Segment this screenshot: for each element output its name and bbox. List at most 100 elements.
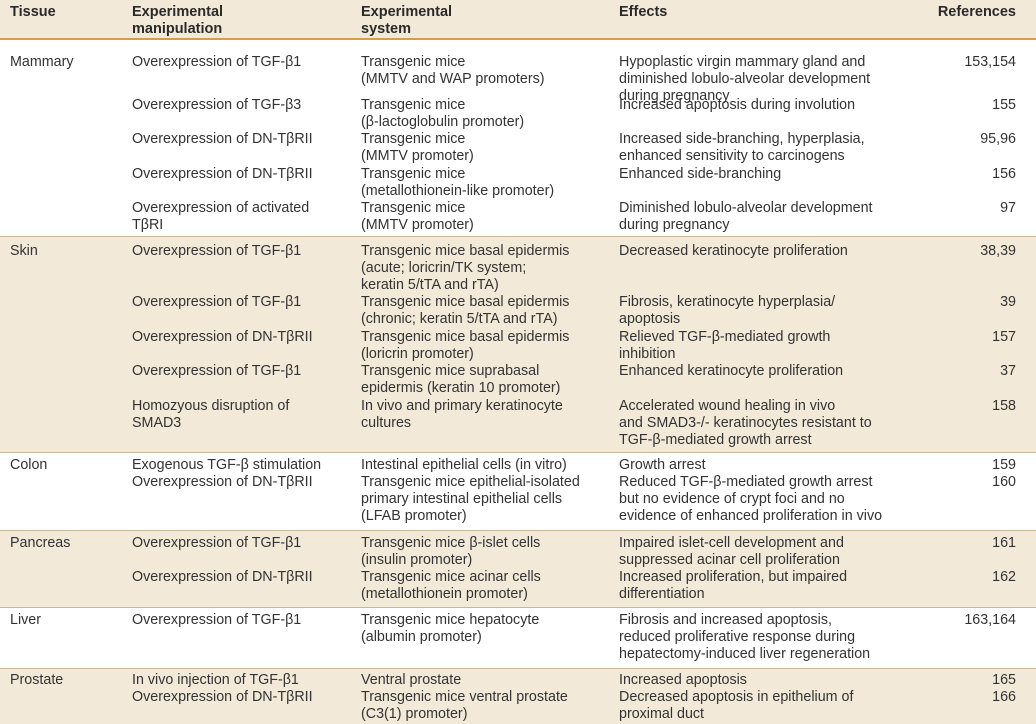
cell-line: Homozyous disruption of — [132, 398, 290, 414]
manipulation-cell: In vivo injection of TGF-β1 — [132, 672, 299, 689]
system-cell: Transgenic mice (MMTV promoter) — [361, 200, 474, 234]
cell-line: during pregnancy — [619, 87, 730, 104]
cell-line: but no evidence of crypt foci and no — [619, 490, 845, 507]
effects-cell: Increased apoptosis during involution — [619, 97, 855, 114]
cell-line: Transgenic mice ventral prostate — [361, 689, 568, 705]
cell-line: Overexpression of DN-TβRII — [132, 569, 313, 585]
cell-line: inhibition — [619, 345, 676, 362]
cell-line: Overexpression of TGF-β1 — [132, 294, 302, 310]
group-divider — [0, 452, 1036, 453]
cell-line: (metallothionein-like promoter) — [361, 182, 555, 199]
cell-line: (metallothionein promoter) — [361, 585, 528, 602]
cell-line: TGF-β-mediated growth arrest — [619, 431, 812, 448]
references-cell: 161 — [992, 535, 1016, 551]
cell-line: Increased side-branching, hyperplasia, — [619, 131, 865, 147]
system-cell: Transgenic mice basal epidermis (loricrin… — [361, 329, 569, 363]
references-cell: 157 — [992, 329, 1016, 345]
cell-line: Transgenic mice β-islet cells — [361, 535, 541, 551]
system-cell: Transgenic mice β-islet cells (insulin pr… — [361, 535, 540, 569]
group-divider — [0, 668, 1036, 669]
group-divider — [0, 607, 1036, 608]
cell-line: enhanced sensitivity to carcinogens — [619, 147, 845, 164]
manipulation-cell: Overexpression of TGF-β1 — [132, 535, 301, 552]
header-manipulation: Experimental manipulation — [132, 4, 224, 37]
cell-line: Transgenic mice basal epidermis — [361, 329, 570, 345]
cell-line: Decreased apoptosis in epithelium of — [619, 689, 854, 705]
cell-line: Fibrosis and increased apoptosis, — [619, 612, 832, 628]
cell-line: proximal duct — [619, 705, 705, 722]
cell-line: Diminished lobulo-alveolar development — [619, 200, 873, 216]
cell-line: In vivo injection of TGF-β1 — [132, 672, 299, 688]
cell-line: hepatectomy-induced liver regeneration — [619, 645, 871, 662]
group-divider — [0, 530, 1036, 531]
effects-cell: Reduced TGF-β-mediated growth arrest but … — [619, 474, 882, 524]
cell-line: Decreased keratinocyte proliferation — [619, 243, 848, 259]
tissue-group-colon: Colon Exogenous TGF-β stimulation Intestin… — [0, 452, 1036, 530]
system-cell: Transgenic mice suprabasal epidermis (ker… — [361, 363, 560, 397]
references-cell: 155 — [992, 97, 1016, 113]
cell-line: Transgenic mice epithelial-isolated — [361, 474, 580, 490]
effects-cell: Impaired islet-cell development and suppr… — [619, 535, 844, 569]
cell-line: Transgenic mice basal epidermis — [361, 294, 570, 310]
effects-cell: Relieved TGF-β-mediated growth inhibition — [619, 329, 830, 363]
manipulation-cell: Overexpression of TGF-β1 — [132, 54, 301, 71]
effects-cell: Increased apoptosis — [619, 672, 747, 689]
references-cell: 158 — [992, 398, 1016, 414]
cell-line: (MMTV promoter) — [361, 147, 474, 164]
cell-line: SMAD3 — [132, 414, 182, 431]
cell-line: reduced proliferative response during — [619, 628, 856, 645]
header-tissue: Tissue — [10, 4, 56, 20]
cell-line: (C3(1) promoter) — [361, 705, 468, 722]
effects-cell: Increased side-branching, hyperplasia, en… — [619, 131, 865, 165]
system-cell: Ventral prostate — [361, 672, 461, 689]
manipulation-cell: Overexpression of TGF-β1 — [132, 243, 301, 260]
manipulation-cell: Overexpression of DN-TβRII — [132, 569, 313, 586]
tissue-group-skin: Skin Overexpression of TGF-β1 Transgenic m… — [0, 236, 1036, 452]
effects-cell: Enhanced keratinocyte proliferation — [619, 363, 843, 380]
cell-line: (MMTV promoter) — [361, 216, 474, 233]
cell-line: Increased apoptosis — [619, 672, 747, 688]
tissue-group-pancreas: Pancreas Overexpression of TGF-β1 Transgen… — [0, 530, 1036, 607]
cell-line: Increased apoptosis during involution — [619, 97, 856, 113]
manipulation-cell: Overexpression of DN-TβRII — [132, 131, 313, 148]
cell-line: (LFAB promoter) — [361, 507, 467, 524]
tissue-group-liver: Liver Overexpression of TGF-β1 Transgenic … — [0, 607, 1036, 668]
cell-line: and SMAD3-/- keratinocytes resistant to — [619, 414, 872, 431]
system-cell: Intestinal epithelial cells (in vitro) — [361, 457, 567, 474]
manipulation-cell: Overexpression of activated TβRI — [132, 200, 309, 234]
references-cell: 97 — [1000, 200, 1016, 216]
cell-line: Overexpression of TGF-β1 — [132, 535, 302, 551]
cell-line: Transgenic mice — [361, 97, 466, 113]
cell-line: epidermis (keratin 10 promoter) — [361, 379, 561, 396]
cell-line: Transgenic mice — [361, 54, 466, 70]
system-cell: Transgenic mice ventral prostate (C3(1) p… — [361, 689, 568, 723]
cell-line: Reduced TGF-β-mediated growth arrest — [619, 474, 873, 490]
cell-line: suppressed acinar cell proliferation — [619, 551, 840, 568]
cell-line: Enhanced side-branching — [619, 166, 782, 182]
references-cell: 162 — [992, 569, 1016, 585]
manipulation-cell: Overexpression of DN-TβRII — [132, 474, 313, 491]
tissue-group-mammary: Mammary Overexpression of TGF-β1 Transgeni… — [0, 40, 1036, 236]
cell-line: Overexpression of DN-TβRII — [132, 474, 313, 490]
references-cell: 156 — [992, 166, 1016, 182]
cell-line: Overexpression of TGF-β3 — [132, 97, 302, 113]
cell-line: Increased proliferation, but impaired — [619, 569, 848, 585]
cell-line: Transgenic mice — [361, 166, 466, 182]
header-rule — [0, 38, 1036, 40]
cell-line: Hypoplastic virgin mammary gland and — [619, 54, 866, 70]
tissue-label: Skin — [10, 243, 38, 259]
header-references: References — [937, 4, 1016, 20]
cell-line: Transgenic mice acinar cells — [361, 569, 541, 585]
system-cell: Transgenic mice (β-lactoglobulin promoter… — [361, 97, 524, 131]
references-cell: 38,39 — [980, 243, 1016, 259]
manipulation-cell: Overexpression of DN-TβRII — [132, 166, 313, 183]
tissue-label: Mammary — [10, 54, 74, 70]
cell-line: Fibrosis, keratinocyte hyperplasia/ — [619, 294, 836, 310]
cell-line: apoptosis — [619, 310, 681, 327]
cell-line: evidence of enhanced proliferation in vi… — [619, 507, 883, 524]
cell-line: Transgenic mice — [361, 200, 466, 216]
manipulation-cell: Overexpression of TGF-β1 — [132, 363, 301, 380]
cell-line: cultures — [361, 414, 412, 431]
manipulation-cell: Overexpression of DN-TβRII — [132, 329, 313, 346]
